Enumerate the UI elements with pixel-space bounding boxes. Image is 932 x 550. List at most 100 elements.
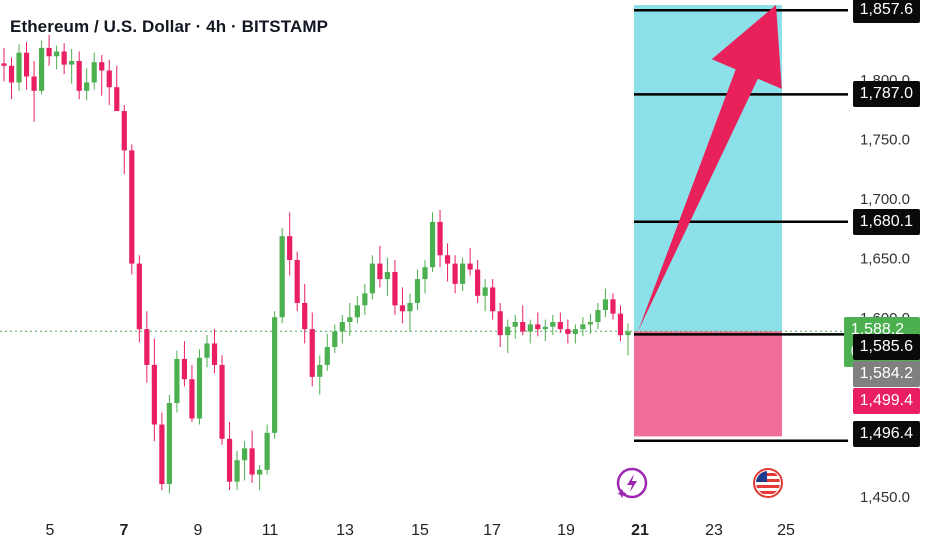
x-tick-label: 5 <box>46 522 55 539</box>
candle <box>354 295 360 324</box>
candle <box>429 212 436 272</box>
candle <box>46 34 52 66</box>
candle <box>317 355 323 395</box>
price-tag: 1,496.4 <box>852 421 920 448</box>
candle <box>384 257 391 296</box>
candle <box>166 394 172 494</box>
candle <box>16 44 22 91</box>
x-tick-label: 25 <box>777 522 795 539</box>
candle <box>460 257 466 292</box>
candle <box>189 364 195 423</box>
y-tick-label: 1,450.0 <box>860 489 910 506</box>
candle <box>542 319 548 342</box>
candle <box>54 45 60 70</box>
candle <box>475 260 481 303</box>
candle <box>377 245 383 288</box>
candle <box>204 335 210 368</box>
candle <box>422 260 428 294</box>
x-tick-label: 11 <box>262 522 279 539</box>
x-tick-label: 19 <box>557 522 575 539</box>
candle <box>369 255 375 300</box>
price-tag: 1,857.6 <box>852 0 920 24</box>
x-tick-label: 15 <box>411 522 429 539</box>
candle <box>257 465 263 491</box>
y-tick-label: 1,750.0 <box>860 131 910 148</box>
candle <box>392 260 398 315</box>
candle <box>121 105 127 175</box>
candle <box>76 51 82 100</box>
candle <box>414 269 421 311</box>
candle <box>91 52 97 90</box>
event-icons <box>616 467 783 499</box>
candle <box>490 279 496 320</box>
x-tick-label: 23 <box>705 522 723 539</box>
axes: 1,450.01,600.01,650.01,700.01,750.01,800… <box>46 72 910 539</box>
candle <box>294 251 300 312</box>
candle <box>287 212 293 276</box>
candle <box>234 450 240 491</box>
x-tick-label: 21 <box>631 522 649 539</box>
candle <box>324 333 330 371</box>
candle <box>535 312 541 337</box>
candles-layer <box>0 34 848 494</box>
candle <box>520 305 526 336</box>
candle <box>347 302 353 337</box>
candle <box>114 65 120 112</box>
candle <box>399 287 406 324</box>
candle <box>587 313 594 334</box>
candle <box>512 314 518 339</box>
candle <box>151 338 157 442</box>
price-tag: 1,499.4 <box>852 387 920 414</box>
candle <box>572 324 578 344</box>
candle <box>527 319 533 344</box>
candle <box>159 412 165 491</box>
candle <box>144 311 150 383</box>
candle <box>226 422 233 491</box>
candle <box>580 317 586 337</box>
candle <box>617 305 624 342</box>
candle <box>332 324 338 353</box>
candle <box>174 350 180 413</box>
candle <box>407 293 413 332</box>
us-flag-icon[interactable] <box>753 468 783 498</box>
horizontal-levels <box>634 8 848 442</box>
candle <box>23 41 30 90</box>
chart-title: Ethereum / U.S. Dollar · 4h · BITSTAMP <box>10 17 329 36</box>
candle <box>84 68 90 101</box>
candle <box>557 312 563 333</box>
price-tag: 1,680.1 <box>852 208 920 235</box>
price-tag: 1,787.0 <box>852 81 920 108</box>
candle <box>106 59 112 106</box>
candle <box>31 61 37 122</box>
lightning-icon[interactable] <box>616 467 648 499</box>
candle <box>99 55 105 96</box>
candle <box>8 57 15 100</box>
candle <box>1 47 7 82</box>
up-arrow-shape <box>638 5 782 332</box>
candle <box>595 302 601 330</box>
candle <box>467 248 473 276</box>
candle <box>129 144 135 275</box>
candle <box>38 40 45 95</box>
candle <box>69 49 75 84</box>
candle <box>61 43 67 75</box>
candle <box>550 314 556 336</box>
candle <box>362 283 368 315</box>
candle <box>437 209 443 268</box>
candle <box>264 424 270 475</box>
x-tick-label: 9 <box>194 522 203 539</box>
candle <box>610 293 616 320</box>
candle <box>211 329 218 374</box>
candle <box>505 319 511 353</box>
price-tag: 1,585.6 <box>852 334 920 361</box>
stop-zone <box>634 331 782 437</box>
candle <box>181 341 188 387</box>
candle <box>249 430 255 483</box>
x-tick-label: 13 <box>336 522 354 539</box>
y-tick-label: 1,700.0 <box>860 191 910 208</box>
candle <box>444 243 451 282</box>
forecast-arrow <box>638 5 782 332</box>
candle <box>452 255 458 294</box>
y-tick-label: 1,650.0 <box>860 251 910 268</box>
